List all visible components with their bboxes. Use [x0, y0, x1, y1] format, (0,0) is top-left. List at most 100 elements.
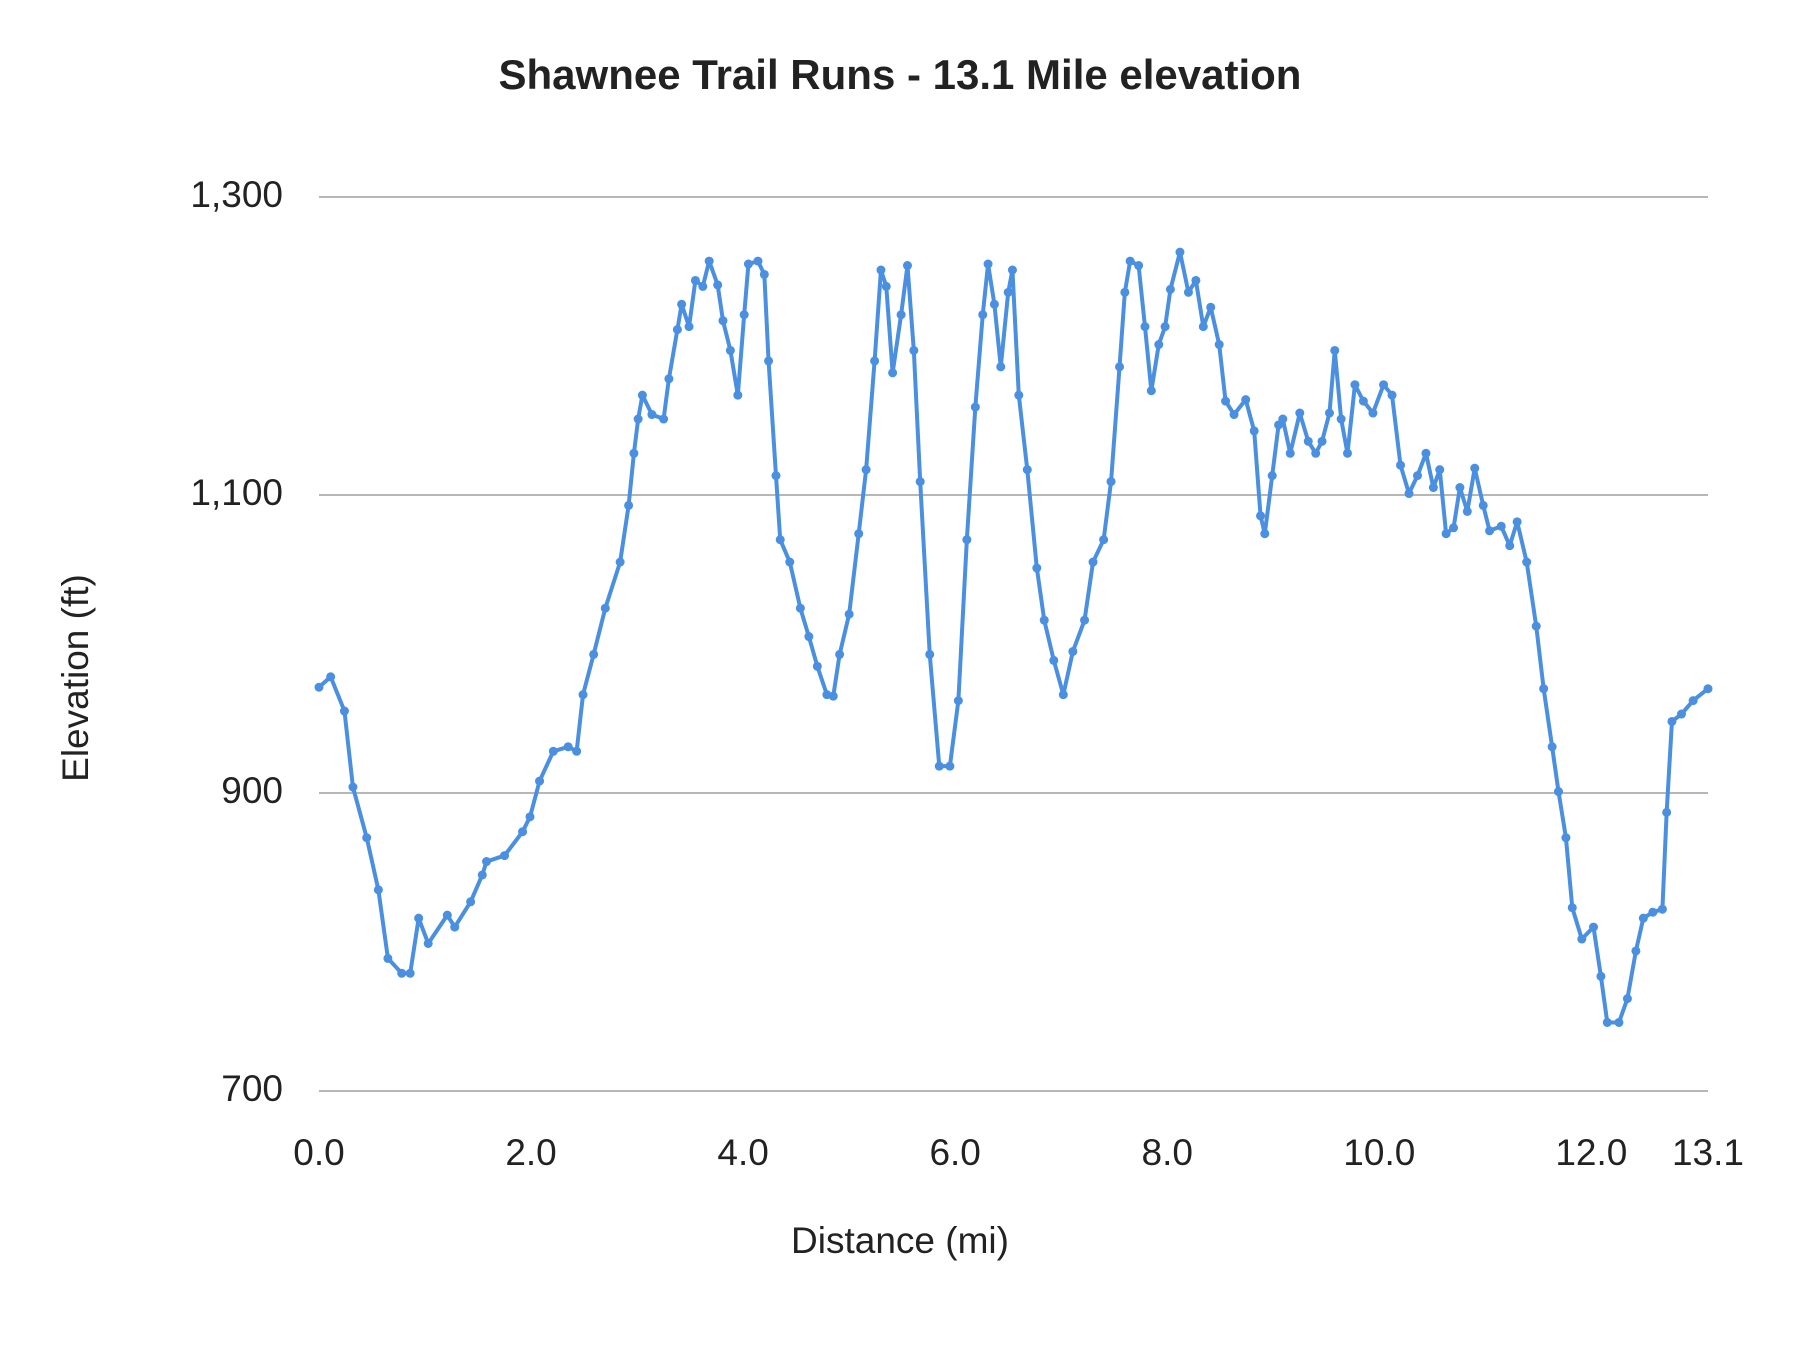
data-point	[978, 310, 988, 320]
data-point	[414, 913, 424, 923]
x-tick-label: 10.0	[1343, 1132, 1415, 1173]
data-point	[1221, 396, 1231, 406]
data-point	[1154, 340, 1164, 350]
data-point	[339, 706, 349, 716]
data-point	[1014, 390, 1024, 400]
data-point	[362, 833, 372, 843]
data-point	[1330, 345, 1340, 355]
data-point	[629, 448, 639, 458]
data-point	[1387, 390, 1397, 400]
data-point	[725, 345, 735, 355]
data-point	[771, 471, 781, 481]
data-point	[718, 316, 728, 326]
x-axis-title: Distance (mi)	[791, 1220, 1009, 1261]
data-point	[1631, 946, 1641, 956]
y-tick-label: 700	[221, 1068, 283, 1109]
data-point	[1120, 287, 1130, 297]
data-point	[518, 827, 528, 837]
data-point	[1522, 557, 1532, 567]
data-point	[713, 280, 723, 290]
data-point	[970, 402, 980, 412]
x-tick-label: 0.0	[293, 1132, 344, 1173]
data-point	[1449, 523, 1459, 533]
data-point	[659, 414, 669, 424]
data-point	[1039, 615, 1049, 625]
data-point	[854, 529, 864, 539]
data-point	[1285, 448, 1295, 458]
data-point	[828, 691, 838, 701]
data-point	[704, 256, 714, 266]
data-point	[1125, 256, 1135, 266]
data-point	[466, 897, 476, 907]
data-point	[835, 649, 845, 659]
data-point	[500, 851, 510, 861]
y-tick-label: 1,100	[190, 472, 283, 513]
data-point	[1342, 448, 1352, 458]
data-point	[1115, 362, 1125, 372]
data-point	[962, 535, 972, 545]
data-point	[759, 269, 769, 279]
data-point	[1214, 340, 1224, 350]
data-point	[934, 761, 944, 771]
data-point	[996, 362, 1006, 372]
data-point	[945, 761, 955, 771]
data-point	[525, 812, 535, 822]
data-point	[812, 661, 822, 671]
data-point	[1358, 396, 1368, 406]
data-point	[881, 281, 891, 291]
data-point	[1160, 322, 1170, 332]
data-point	[423, 938, 433, 948]
data-point	[1303, 436, 1313, 446]
data-point	[1396, 460, 1406, 470]
data-point	[1088, 557, 1098, 567]
data-point	[314, 682, 324, 692]
data-point	[1435, 465, 1445, 475]
data-point	[1441, 529, 1451, 539]
data-point	[902, 261, 912, 271]
data-point	[1003, 287, 1013, 297]
data-point	[1379, 380, 1389, 390]
data-point	[1553, 787, 1563, 797]
data-point	[615, 557, 625, 567]
data-point	[804, 632, 814, 642]
data-point	[1462, 506, 1472, 516]
data-point	[1676, 709, 1686, 719]
data-point	[578, 690, 588, 700]
data-point	[1260, 529, 1270, 539]
data-point	[953, 696, 963, 706]
data-point	[1198, 322, 1208, 332]
data-point	[896, 310, 906, 320]
data-point	[1134, 261, 1144, 271]
chart-title: Shawnee Trail Runs - 13.1 Mile elevation	[499, 51, 1302, 98]
data-point	[983, 259, 993, 269]
data-point	[1412, 471, 1422, 481]
data-point	[915, 477, 925, 487]
data-point	[1648, 907, 1658, 917]
data-point	[677, 299, 687, 309]
data-point	[1547, 742, 1557, 752]
data-point	[1191, 275, 1201, 285]
data-point	[535, 776, 545, 786]
data-point	[373, 885, 383, 895]
data-point	[664, 374, 674, 384]
data-point	[1688, 696, 1698, 706]
data-point	[1256, 511, 1266, 521]
data-point	[383, 953, 393, 963]
data-point	[633, 414, 643, 424]
data-point	[1505, 541, 1515, 551]
data-point	[1278, 414, 1288, 424]
data-point	[1295, 408, 1305, 418]
data-point	[1140, 322, 1150, 332]
data-point	[1099, 535, 1109, 545]
data-point	[405, 968, 415, 978]
data-point	[1229, 410, 1239, 420]
data-point	[637, 390, 647, 400]
x-tick-label: 6.0	[929, 1132, 980, 1173]
x-tick-label: 13.1	[1672, 1132, 1744, 1173]
data-point	[1080, 615, 1090, 625]
data-point	[870, 356, 880, 366]
data-point	[1350, 380, 1360, 390]
data-point	[600, 603, 610, 613]
data-point	[1206, 302, 1216, 312]
